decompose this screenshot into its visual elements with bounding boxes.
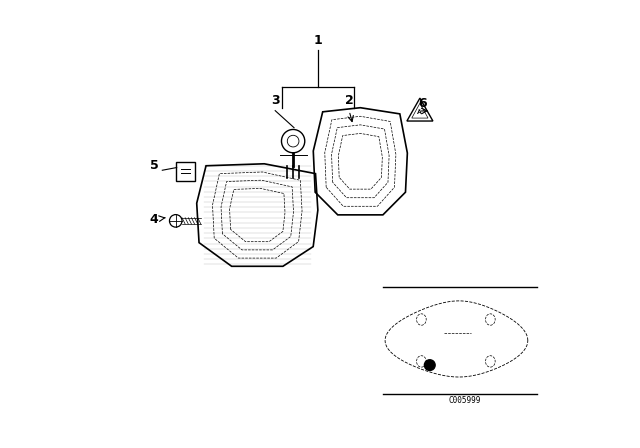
Circle shape (424, 360, 435, 370)
Text: C005999: C005999 (448, 396, 481, 405)
Text: 3: 3 (271, 94, 280, 108)
Text: 2: 2 (345, 94, 353, 108)
Text: $\mathbf{\hat{A}}$: $\mathbf{\hat{A}}$ (417, 107, 423, 117)
Text: 1: 1 (314, 34, 322, 47)
Text: 5: 5 (150, 159, 159, 172)
Text: 6: 6 (419, 96, 428, 110)
Text: 4: 4 (150, 213, 159, 226)
